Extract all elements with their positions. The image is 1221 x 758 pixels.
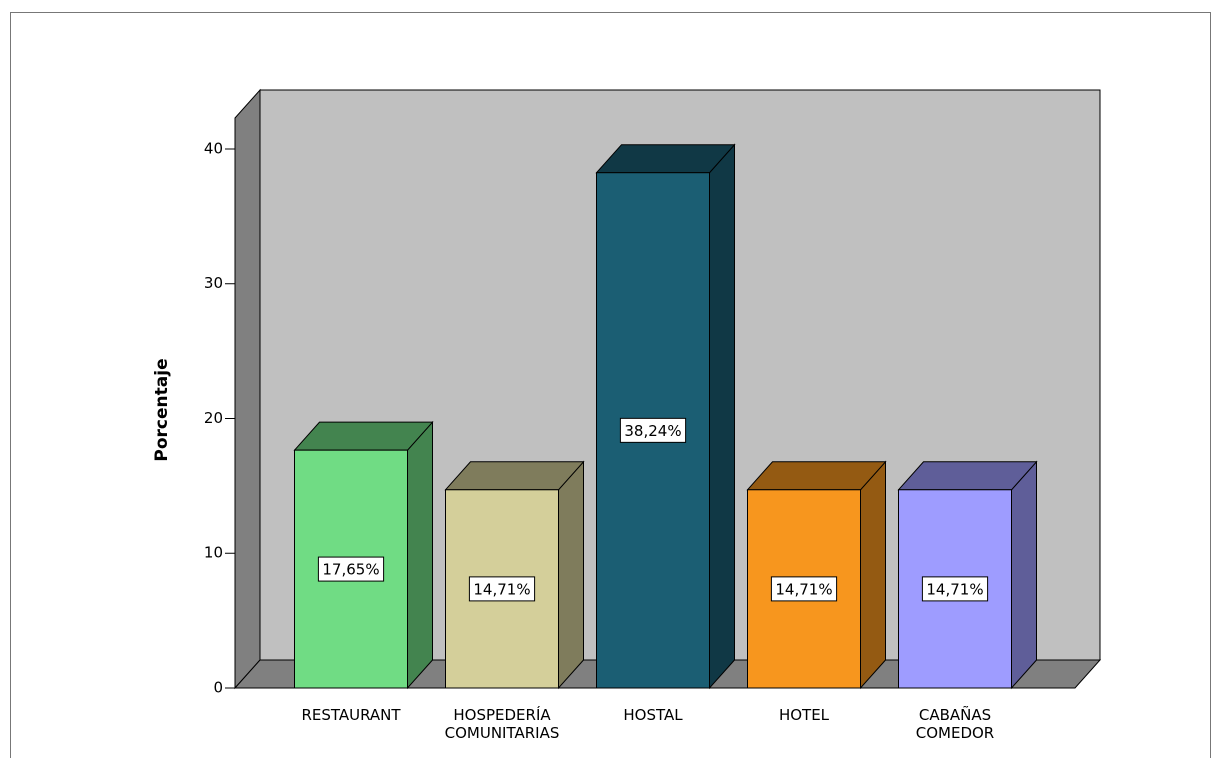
y-tick-label: 10 [204, 544, 223, 562]
value-label-box [619, 417, 687, 443]
bar-top [293, 421, 434, 451]
bar-top [444, 461, 585, 491]
value-label-box [770, 576, 838, 602]
value-label: 14,71% [473, 580, 530, 598]
value-label: 14,71% [775, 580, 832, 598]
side-wall [234, 88, 261, 690]
bar-side [407, 420, 433, 690]
x-tick-label: CABAÑAS COMEDOR [915, 706, 995, 742]
y-axis-label: Porcentaje [152, 358, 172, 461]
bar-top [595, 144, 736, 174]
value-label: 14,71% [926, 580, 983, 598]
x-tick-label: HOTEL [778, 706, 830, 724]
y-tick-label: 0 [213, 679, 223, 697]
bar-side [860, 460, 886, 690]
value-label-box [468, 576, 536, 602]
x-tick-label: RESTAURANT [301, 706, 401, 724]
bar-side [558, 460, 584, 690]
bar-top [897, 461, 1038, 491]
value-label: 38,24% [624, 422, 681, 440]
bar-side [709, 143, 735, 690]
y-tick-label: 40 [204, 139, 223, 157]
value-label-box [317, 556, 385, 582]
y-tick-label: 30 [204, 274, 223, 292]
x-tick-label: HOSTAL [623, 706, 683, 724]
value-label: 17,65% [322, 561, 379, 579]
y-tick-label: 20 [204, 409, 223, 427]
bar-top [746, 461, 887, 491]
bar-side [1011, 460, 1037, 690]
value-label-box [921, 576, 989, 602]
x-tick-label: HOSPEDERÍA COMUNITARIAS [444, 706, 560, 742]
